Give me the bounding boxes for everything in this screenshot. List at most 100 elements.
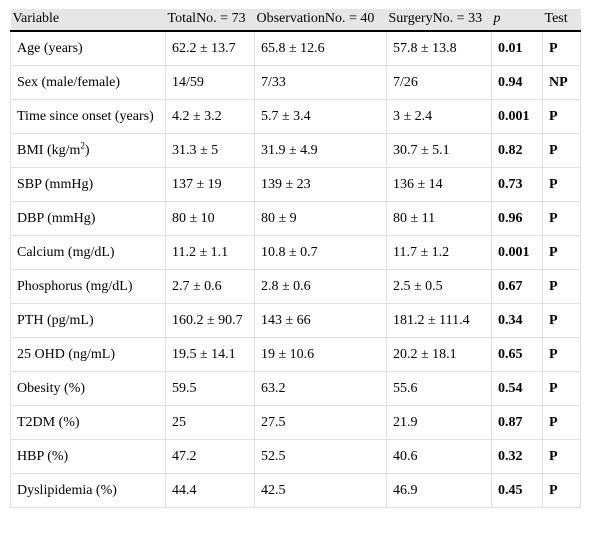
- cell-surgery: 80 ± 11: [386, 201, 492, 236]
- header-test: Test: [544, 11, 568, 26]
- cell-total: 137 ± 19: [165, 167, 255, 202]
- cell-surgery: 3 ± 2.4: [386, 99, 492, 134]
- cell-p: 0.45: [491, 473, 543, 508]
- cell-p: 0.96: [491, 201, 543, 236]
- table-row: 25 OHD (ng/mL) 19.5 ± 14.1 19 ± 10.6 20.…: [10, 337, 581, 372]
- cell-observation: 143 ± 66: [254, 303, 387, 338]
- cell-variable-tail: ): [84, 143, 90, 158]
- cell-surgery: 11.7 ± 1.2: [386, 235, 492, 270]
- table-row: BMI (kg/m2) 31.3 ± 5 31.9 ± 4.9 30.7 ± 5…: [10, 133, 581, 168]
- header-observation: ObservationNo. = 40: [256, 11, 375, 26]
- cell-variable-text: BMI (kg/m: [17, 143, 81, 158]
- cell-test: P: [542, 31, 581, 66]
- cell-observation: 63.2: [254, 371, 387, 406]
- cell-total: 59.5: [165, 371, 255, 406]
- cell-test: P: [542, 371, 581, 406]
- cell-p: 0.34: [491, 303, 543, 338]
- cell-surgery: 55.6: [386, 371, 492, 406]
- table-row: T2DM (%) 25 27.5 21.9 0.87 P: [10, 405, 581, 440]
- cell-observation: 52.5: [254, 439, 387, 474]
- patient-characteristics-table: Variable TotalNo. = 73 ObservationNo. = …: [10, 9, 581, 508]
- cell-observation: 2.8 ± 0.6: [254, 269, 387, 304]
- cell-total: 11.2 ± 1.1: [165, 235, 255, 270]
- cell-surgery: 7/26: [386, 65, 492, 100]
- superscript: 2: [80, 140, 85, 151]
- cell-observation: 42.5: [254, 473, 387, 508]
- table-container: Variable TotalNo. = 73 ObservationNo. = …: [10, 9, 581, 508]
- cell-observation: 27.5: [254, 405, 387, 440]
- cell-test: P: [542, 405, 581, 440]
- cell-p: 0.001: [491, 235, 543, 270]
- cell-total: 62.2 ± 13.7: [165, 31, 255, 66]
- cell-variable: Time since onset (years): [10, 99, 166, 134]
- cell-test: P: [542, 99, 581, 134]
- cell-variable: DBP (mmHg): [10, 201, 166, 236]
- table-row: PTH (pg/mL) 160.2 ± 90.7 143 ± 66 181.2 …: [10, 303, 581, 338]
- cell-variable: PTH (pg/mL): [10, 303, 166, 338]
- cell-test: P: [542, 473, 581, 508]
- table-row: Sex (male/female) 14/59 7/33 7/26 0.94 N…: [10, 65, 581, 100]
- table-row: DBP (mmHg) 80 ± 10 80 ± 9 80 ± 11 0.96 P: [10, 201, 581, 236]
- cell-surgery: 21.9: [386, 405, 492, 440]
- cell-observation: 139 ± 23: [254, 167, 387, 202]
- table-row: Age (years) 62.2 ± 13.7 65.8 ± 12.6 57.8…: [10, 31, 581, 66]
- cell-p: 0.32: [491, 439, 543, 474]
- header-row: Variable TotalNo. = 73 ObservationNo. = …: [10, 9, 581, 31]
- cell-surgery: 57.8 ± 13.8: [386, 31, 492, 66]
- cell-observation: 7/33: [254, 65, 387, 100]
- cell-total: 44.4: [165, 473, 255, 508]
- cell-total: 25: [165, 405, 255, 440]
- cell-variable: 25 OHD (ng/mL): [10, 337, 166, 372]
- cell-variable: T2DM (%): [10, 405, 166, 440]
- cell-test: P: [542, 235, 581, 270]
- cell-surgery: 2.5 ± 0.5: [386, 269, 492, 304]
- table-row: HBP (%) 47.2 52.5 40.6 0.32 P: [10, 439, 581, 474]
- cell-total: 160.2 ± 90.7: [165, 303, 255, 338]
- cell-p: 0.73: [491, 167, 543, 202]
- header-variable: Variable: [12, 11, 60, 26]
- cell-variable: Obesity (%): [10, 371, 166, 406]
- cell-total: 31.3 ± 5: [165, 133, 255, 168]
- table-body: Age (years) 62.2 ± 13.7 65.8 ± 12.6 57.8…: [10, 31, 581, 508]
- cell-variable: Dyslipidemia (%): [10, 473, 166, 508]
- cell-p: 0.54: [491, 371, 543, 406]
- cell-test: P: [542, 201, 581, 236]
- cell-observation: 5.7 ± 3.4: [254, 99, 387, 134]
- cell-p: 0.001: [491, 99, 543, 134]
- table-header: Variable TotalNo. = 73 ObservationNo. = …: [10, 9, 581, 31]
- cell-variable: Phosphorus (mg/dL): [10, 269, 166, 304]
- table-row: Phosphorus (mg/dL) 2.7 ± 0.6 2.8 ± 0.6 2…: [10, 269, 581, 304]
- cell-variable: Sex (male/female): [10, 65, 166, 100]
- cell-p: 0.87: [491, 405, 543, 440]
- cell-variable: Age (years): [10, 31, 166, 66]
- cell-surgery: 20.2 ± 18.1: [386, 337, 492, 372]
- cell-observation: 65.8 ± 12.6: [254, 31, 387, 66]
- header-surgery: SurgeryNo. = 33: [388, 11, 483, 26]
- table-row: Time since onset (years) 4.2 ± 3.2 5.7 ±…: [10, 99, 581, 134]
- cell-variable: HBP (%): [10, 439, 166, 474]
- cell-total: 47.2: [165, 439, 255, 474]
- cell-surgery: 40.6: [386, 439, 492, 474]
- cell-surgery: 136 ± 14: [386, 167, 492, 202]
- cell-observation: 10.8 ± 0.7: [254, 235, 387, 270]
- cell-test: P: [542, 133, 581, 168]
- cell-test: P: [542, 269, 581, 304]
- cell-observation: 31.9 ± 4.9: [254, 133, 387, 168]
- cell-total: 4.2 ± 3.2: [165, 99, 255, 134]
- cell-test: P: [542, 167, 581, 202]
- cell-total: 19.5 ± 14.1: [165, 337, 255, 372]
- cell-surgery: 46.9: [386, 473, 492, 508]
- cell-test: P: [542, 337, 581, 372]
- cell-p: 0.01: [491, 31, 543, 66]
- cell-p: 0.67: [491, 269, 543, 304]
- cell-total: 80 ± 10: [165, 201, 255, 236]
- cell-surgery: 30.7 ± 5.1: [386, 133, 492, 168]
- cell-observation: 80 ± 9: [254, 201, 387, 236]
- table-row: Dyslipidemia (%) 44.4 42.5 46.9 0.45 P: [10, 473, 581, 508]
- header-total: TotalNo. = 73: [167, 11, 246, 26]
- cell-test: NP: [542, 65, 581, 100]
- table-row: Obesity (%) 59.5 63.2 55.6 0.54 P: [10, 371, 581, 406]
- cell-observation: 19 ± 10.6: [254, 337, 387, 372]
- cell-variable: SBP (mmHg): [10, 167, 166, 202]
- cell-p: 0.65: [491, 337, 543, 372]
